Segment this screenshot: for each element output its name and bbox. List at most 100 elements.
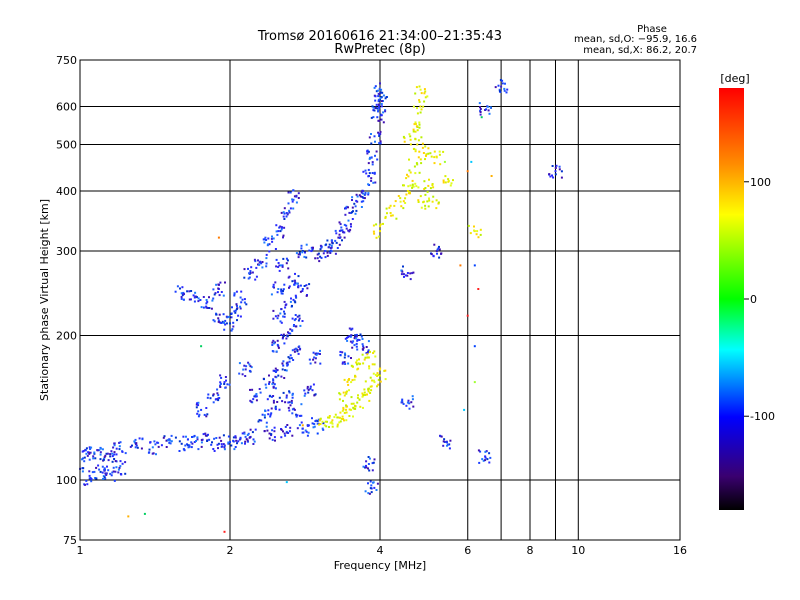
data-point [380,105,383,108]
data-point [210,443,213,446]
data-point [402,135,405,138]
data-point [367,193,370,196]
data-point [437,201,440,204]
data-point [348,408,351,411]
data-point [277,314,280,317]
data-point [298,314,301,317]
data-point [290,401,293,404]
data-point [248,363,251,366]
data-point [198,413,201,416]
data-point [244,375,247,377]
data-point [91,471,94,474]
data-point [197,300,200,303]
data-point [210,307,213,310]
data-point [337,236,340,239]
data-point [223,321,226,324]
data-point [303,255,306,258]
data-point [284,425,287,428]
data-point [466,314,469,317]
data-point [347,206,349,209]
data-point [367,340,370,343]
data-point [369,487,372,490]
data-point [333,416,336,418]
data-point [354,337,357,340]
data-point [379,230,381,233]
data-point [272,339,275,342]
data-point [223,444,226,447]
data-point [365,460,368,463]
data-point [419,105,422,108]
data-point [361,353,364,356]
data-point [271,438,274,441]
data-point [289,426,292,429]
data-point [327,246,330,249]
data-point [219,382,222,385]
data-point [272,386,275,389]
data-point [169,442,172,445]
data-point [393,204,396,207]
data-point [402,403,405,405]
data-point [202,296,205,298]
data-point [124,472,127,475]
data-point [229,322,231,325]
data-point [303,285,306,287]
data-point [307,388,310,391]
data-point [330,421,333,424]
data-point [282,364,285,367]
data-point [289,191,292,194]
data-point [193,434,196,437]
data-point [498,88,501,91]
data-point [378,135,381,137]
data-point [243,432,246,435]
data-point [282,333,285,336]
data-point [347,219,350,222]
data-point [179,287,181,290]
data-point [315,353,318,356]
data-point [244,435,247,438]
data-point [408,191,411,193]
data-point [477,236,480,239]
data-point [321,427,324,430]
data-point [245,303,248,306]
data-point [431,183,434,185]
data-point [103,467,106,470]
data-point [301,424,304,427]
data-point [134,446,137,449]
data-point [373,86,376,89]
data-point [299,284,302,287]
data-point [317,252,320,255]
data-point [420,92,423,95]
data-point [370,484,373,487]
data-point [371,161,374,164]
data-point [88,452,91,455]
data-point [430,253,433,256]
data-point [82,467,85,470]
data-point [347,229,350,232]
data-point [261,413,264,416]
data-point [239,307,242,310]
data-point [110,474,113,477]
data-point [297,286,300,289]
data-point [416,143,419,146]
data-point [191,436,193,438]
data-point [485,450,488,453]
colorbar-label: [deg] [720,72,749,85]
data-point [288,285,291,288]
data-point [278,408,281,411]
data-point [188,298,191,301]
data-point [205,407,208,409]
data-point [113,479,116,482]
data-point [113,458,116,460]
data-point [226,316,229,319]
data-point [309,387,312,390]
data-point [370,116,373,119]
data-point [118,448,121,451]
data-point [426,95,429,98]
data-point [275,258,278,261]
data-point [249,428,252,431]
data-point [264,383,267,386]
data-point [447,180,450,183]
data-point [211,299,214,302]
data-point [279,230,282,233]
data-point [233,292,236,295]
